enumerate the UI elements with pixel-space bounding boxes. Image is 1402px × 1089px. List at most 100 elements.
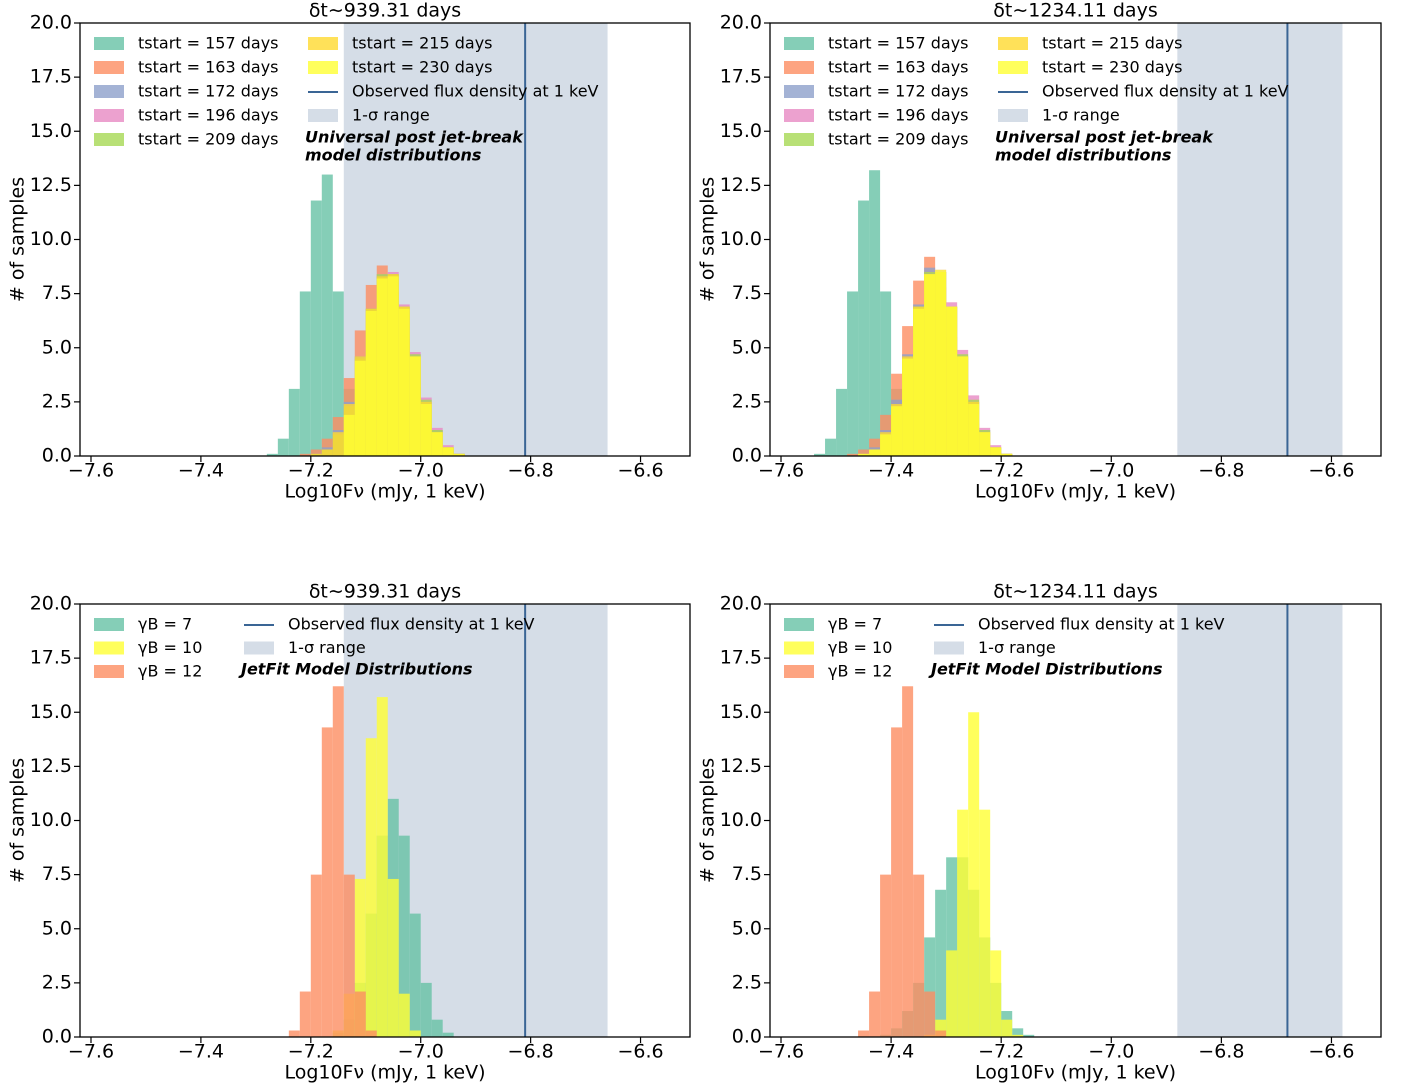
y-tick-label: 20.0 [720,12,762,34]
histogram-bar [968,712,980,1037]
chart-title: δt∼1234.11 days [993,581,1157,603]
legend-swatch [308,109,338,122]
histogram-bar [902,686,914,1037]
histogram-bar [869,449,881,456]
y-axis-label: # of samples [7,758,29,883]
legend-swatch [934,641,964,655]
legend-swatch [784,133,814,146]
legend-label: Observed flux density at 1 keV [1042,82,1289,101]
legend-swatch [784,641,814,655]
y-tick-label: 2.5 [42,390,72,412]
histogram-bar [814,453,826,456]
histogram-bar [858,200,870,456]
histogram-bar [321,449,333,456]
histogram-bar [343,874,355,1037]
annotation: JetFit Model Distributions [238,660,473,679]
legend-swatch [784,37,814,50]
histogram-bar [957,356,969,456]
histogram-bar [979,809,991,1037]
x-axis-label: Log10Fν (mJy, 1 keV) [975,481,1176,503]
histogram-bar [310,453,322,456]
y-tick-label: 0.0 [42,1026,72,1048]
histogram-bar [343,414,355,456]
histogram-bar [946,857,958,1037]
legend-swatch [998,109,1028,122]
histogram-bar [332,291,344,456]
y-tick-label: 17.5 [720,647,762,669]
histogram-bar [453,453,465,456]
y-tick-label: 5.0 [732,917,762,939]
legend-swatch [308,37,338,50]
annotation: model distributions [305,146,481,165]
y-tick-label: 15.0 [720,701,762,723]
histogram-bar [299,991,311,1037]
legend-swatch [94,37,124,50]
histogram-bar [420,982,432,1037]
chart-title: δt∼939.31 days [309,0,461,22]
x-tick-label: −7.0 [398,1041,444,1063]
legend-label: tstart = 163 days [828,58,969,77]
legend-label: γB = 12 [138,662,202,681]
histogram-bar [277,438,289,456]
histogram-bar [299,291,311,456]
histogram-bar [935,889,947,1037]
histogram-bar [310,200,322,456]
y-tick-label: 5.0 [42,336,72,358]
legend-swatch [94,85,124,98]
histogram-bar [365,1030,377,1037]
histogram-bar [990,950,1002,1037]
x-tick-label: −7.6 [758,460,804,482]
legend-swatch [308,61,338,74]
x-tick-label: −7.0 [398,460,444,482]
x-tick-label: −6.8 [508,1041,554,1063]
histogram-bar [880,874,892,1037]
y-tick-label: 12.5 [30,755,72,777]
x-axis-label: Log10Fν (mJy, 1 keV) [975,1062,1176,1084]
y-tick-label: 10.0 [30,228,72,250]
histogram-bar [398,835,410,1037]
legend-swatch [94,618,124,631]
histogram-bar [409,1030,421,1037]
legend-swatch [94,665,124,678]
histogram-bar [354,360,366,456]
histogram-bar [299,453,311,456]
legend-swatch [784,618,814,631]
legend-label: tstart = 209 days [828,130,969,149]
histogram-bar [957,809,969,1037]
histogram-bar [858,1030,870,1037]
y-tick-label: 20.0 [720,593,762,615]
histogram-bar [990,447,1002,456]
histogram-bar [825,438,837,456]
y-tick-label: 2.5 [732,971,762,993]
y-tick-label: 5.0 [732,336,762,358]
x-tick-label: −7.2 [288,460,334,482]
x-tick-label: −7.6 [68,1041,114,1063]
legend-swatch [784,61,814,74]
histogram-bar [288,388,300,456]
histogram-bar [398,308,410,456]
histogram-bar [1012,1034,1024,1037]
histogram-bar [924,991,936,1037]
histogram-bar [935,269,947,456]
legend-swatch [784,109,814,122]
histogram-bar [924,274,936,456]
histogram-bar [310,874,322,1037]
histogram-bar [891,406,903,456]
histogram-bar [968,404,980,456]
histogram-bar [288,1030,300,1037]
legend-swatch [94,109,124,122]
y-tick-label: 2.5 [42,971,72,993]
y-tick-label: 20.0 [30,593,72,615]
y-tick-label: 17.5 [30,66,72,88]
histogram-bar [946,306,958,456]
x-tick-label: −7.6 [758,1041,804,1063]
histogram-bar [376,697,388,1037]
y-axis-label: # of samples [697,177,719,302]
legend-label: tstart = 230 days [1042,58,1183,77]
histogram-bar [420,404,432,456]
x-tick-label: −7.0 [1088,1041,1134,1063]
legend-label: γB = 10 [828,638,892,657]
annotation: Universal post jet-break [305,128,524,147]
legend-label: tstart = 172 days [138,82,279,101]
y-tick-label: 7.5 [732,863,762,885]
